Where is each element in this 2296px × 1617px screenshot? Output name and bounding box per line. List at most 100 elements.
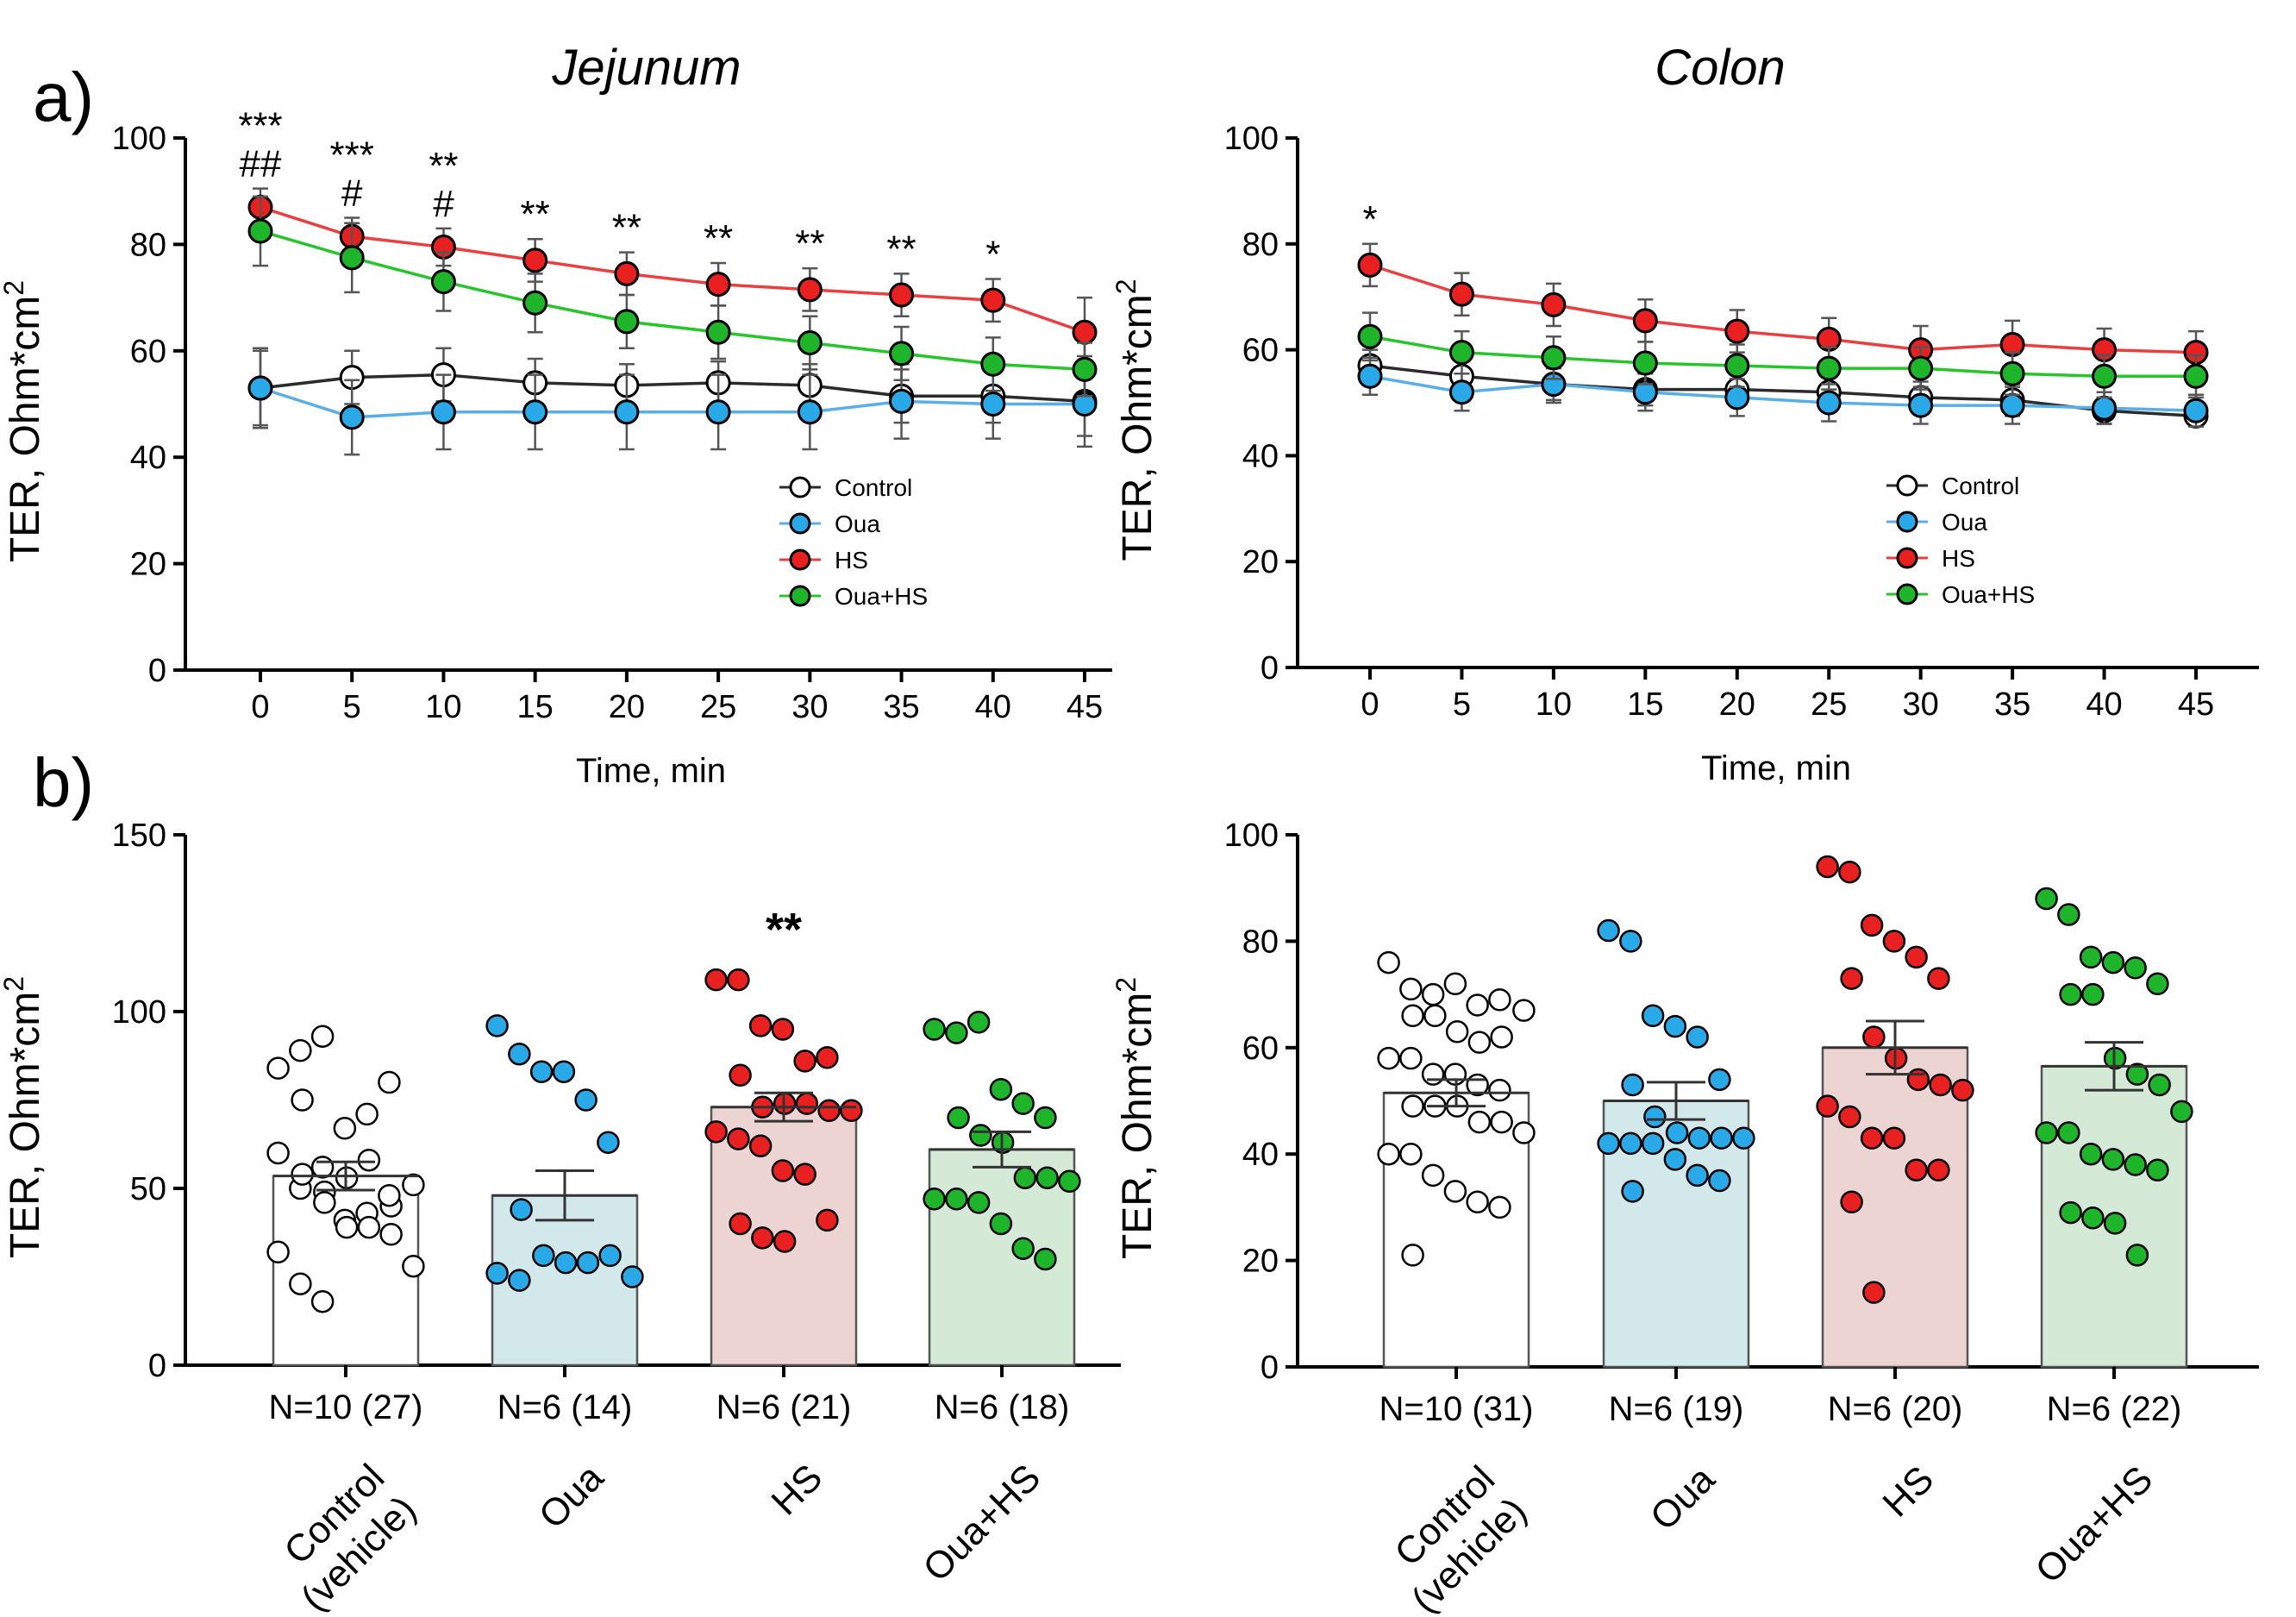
colon-bar-point-oua xyxy=(1665,1121,1689,1144)
colon-bar-errorbar xyxy=(1604,1081,1749,1121)
colon-line-point-hs xyxy=(1632,308,1658,334)
jejunum-line-significance-mark: ** xyxy=(704,217,733,260)
colon-bar-errorbar xyxy=(1823,1019,1968,1076)
jejunum-bar-point-oua xyxy=(510,1198,533,1221)
colon-bar-point-control xyxy=(1401,1094,1424,1118)
colon-line-legend-label-hs: HS xyxy=(1942,545,1975,572)
colon-line-point-oua-hs xyxy=(1541,345,1567,371)
jejunum-line-x-tick-label: 40 xyxy=(975,689,1011,725)
jejunum-line-y-tick-label: 60 xyxy=(130,334,166,370)
jejunum-line-series-control xyxy=(247,347,1098,448)
colon-bar-point-control xyxy=(1512,999,1536,1022)
colon-bar-category-label-line: Oua xyxy=(1642,1457,1724,1539)
colon-bar-point-oua xyxy=(1597,1131,1620,1156)
jejunum-bar-point-hs xyxy=(795,1092,819,1115)
colon-bar-point-control xyxy=(1443,972,1467,996)
colon-bar-point-hs xyxy=(1840,1190,1863,1213)
jejunum-bar-n-label: N=6 (21) xyxy=(716,1388,852,1426)
jejunum-line-y-tick-label: 20 xyxy=(130,547,166,583)
colon-bar-point-oua-hs xyxy=(2101,950,2125,975)
colon-bar-n-label: N=10 (31) xyxy=(1379,1390,1534,1428)
jejunum-bar-point-hs xyxy=(816,1046,839,1069)
colon-bar-point-oua xyxy=(1621,1180,1644,1203)
colon-line-y-axis-title: TER, Ohm*cm2 xyxy=(1110,279,1161,561)
colon-line-x-tick-label: 35 xyxy=(1994,686,2030,723)
colon-bar-point-oua xyxy=(1597,918,1620,943)
colon-line-point-hs xyxy=(1357,252,1383,278)
colon-line-line-oua-hs xyxy=(1369,335,2196,379)
jejunum-line-point-hs xyxy=(1072,319,1098,345)
colon-bar-point-oua-hs xyxy=(2079,945,2103,969)
panel-label-b: b) xyxy=(33,744,94,821)
jejunum-bar-category-label: HS xyxy=(763,1457,830,1524)
colon-line-y-tick-label: 40 xyxy=(1242,438,1279,474)
colon-bar-point-oua xyxy=(1710,1126,1733,1150)
jejunum-bar-point-hs xyxy=(704,1120,728,1144)
jejunum-bar-category-label: Oua xyxy=(531,1456,612,1537)
colon-bar-point-oua-hs xyxy=(2057,903,2080,926)
colon-bar-group-control xyxy=(1377,950,1536,1369)
colon-bar-point-oua-hs xyxy=(2146,972,2169,996)
jejunum-line-point-oua xyxy=(522,399,548,425)
colon-bar-point-oua xyxy=(1619,1131,1642,1156)
jejunum-bar-point-hs xyxy=(748,1014,773,1037)
jejunum-bar-errorbar xyxy=(711,1091,856,1123)
jejunum-bar-point-oua xyxy=(576,1250,600,1275)
colon-line-point-oua-hs xyxy=(2183,363,2209,389)
jejunum-bar-y-tick-label: 50 xyxy=(130,1171,166,1207)
colon-bar-point-hs xyxy=(1816,855,1839,879)
colon-bar-point-hs xyxy=(1882,1126,1906,1150)
jejunum-bar-category-label-line: Oua+HS xyxy=(915,1457,1048,1590)
colon-bar-point-oua xyxy=(1686,1025,1709,1049)
jejunum-bar-point-hs xyxy=(816,1208,839,1232)
colon-bar-point-oua-hs xyxy=(2081,1206,2105,1230)
jejunum-bar-point-oua xyxy=(597,1131,620,1154)
colon-line-series-control xyxy=(1357,348,2209,429)
colon-bar-point-oua-hs xyxy=(2035,887,2058,911)
colon-line-y-tick-label: 60 xyxy=(1242,333,1279,369)
colon-line-point-hs xyxy=(1448,281,1474,307)
jejunum-bar-point-control xyxy=(402,1254,425,1278)
colon-bar-y-tick-label: 60 xyxy=(1242,1031,1279,1067)
jejunum-bar-point-oua xyxy=(508,1042,531,1066)
colon-line-point-hs xyxy=(1724,318,1750,344)
colon-line-significance-mark: * xyxy=(1362,198,1377,241)
jejunum-bar-point-hs xyxy=(773,1230,797,1253)
colon-bar-point-oua-hs xyxy=(2103,1212,2127,1235)
jejunum-bar-n-label: N=10 (27) xyxy=(269,1388,423,1426)
colon-bar-point-hs xyxy=(1838,1105,1861,1129)
colon-bar-chart: 0 20 40 60 80 100 TER, Ohm*cm2 N=10 (31) Control… xyxy=(1110,818,2259,1617)
jejunum-line-x-tick-label: 45 xyxy=(1067,689,1103,725)
colon-bar-y-axis-title-text: TER, Ohm*cm xyxy=(1115,993,1161,1259)
jejunum-bar-point-control xyxy=(291,1163,314,1186)
jejunum-bar-y-tick-label: 150 xyxy=(112,818,166,854)
jejunum-bar-n-label: N=6 (18) xyxy=(935,1388,1070,1426)
jejunum-bar-point-oua-hs xyxy=(969,1124,992,1147)
colon-bar-point-oua xyxy=(1663,1148,1687,1171)
jejunum-line-point-hs xyxy=(705,272,731,298)
jejunum-line-point-oua-hs xyxy=(522,290,548,316)
jejunum-bar-group-oua xyxy=(485,1014,644,1367)
jejunum-line-legend: Control Oua HS Oua+HS xyxy=(779,474,928,610)
jejunum-bar-point-control xyxy=(266,1056,290,1080)
jejunum-bar-point-oua-hs xyxy=(945,1021,968,1044)
jejunum-line-legend-swatch-oua xyxy=(789,512,811,535)
jejunum-bar-point-hs xyxy=(793,1163,816,1186)
colon-line-y-axis-title-sup: 2 xyxy=(1110,279,1142,294)
colon-bar-point-control xyxy=(1423,1004,1447,1028)
colon-bar-group-hs xyxy=(1816,855,1974,1369)
colon-line-point-hs xyxy=(1541,291,1567,317)
colon-line-y-tick-label: 80 xyxy=(1242,227,1279,263)
colon-line-x-tick-label: 15 xyxy=(1627,686,1663,723)
colon-bar-point-oua-hs xyxy=(2035,1121,2058,1144)
colon-bar-point-control xyxy=(1399,977,1423,1001)
jejunum-line-point-oua-hs xyxy=(247,218,273,244)
jejunum-bar-point-oua-hs xyxy=(945,1188,968,1211)
jejunum-bar-category-label-line: Oua xyxy=(531,1456,612,1537)
jejunum-bar-point-control xyxy=(266,1240,290,1264)
colon-bar-point-oua-hs xyxy=(2146,1158,2169,1181)
jejunum-line-significance-mark: # xyxy=(433,183,454,225)
colon-line-line-oua xyxy=(1369,374,2197,412)
jejunum-line-point-oua-hs xyxy=(705,319,731,345)
